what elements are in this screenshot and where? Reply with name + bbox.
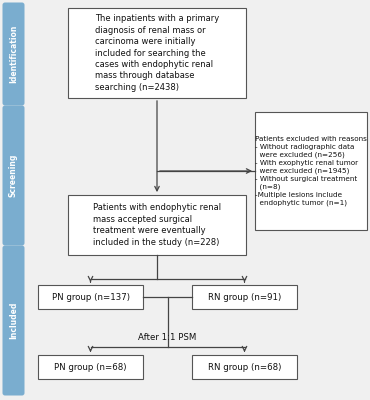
Text: After 1:1 PSM: After 1:1 PSM xyxy=(138,332,197,342)
FancyBboxPatch shape xyxy=(3,246,24,396)
Text: RN group (n=91): RN group (n=91) xyxy=(208,292,281,302)
FancyBboxPatch shape xyxy=(3,2,24,106)
FancyBboxPatch shape xyxy=(192,355,297,379)
Text: Screening: Screening xyxy=(9,154,18,197)
Text: Patients excluded with reasons
- Without radiographic data
  were excluded (n=25: Patients excluded with reasons - Without… xyxy=(255,136,367,206)
FancyBboxPatch shape xyxy=(68,195,246,255)
FancyBboxPatch shape xyxy=(38,355,143,379)
Text: PN group (n=137): PN group (n=137) xyxy=(51,292,130,302)
Text: RN group (n=68): RN group (n=68) xyxy=(208,362,281,372)
FancyBboxPatch shape xyxy=(38,285,143,309)
FancyBboxPatch shape xyxy=(192,285,297,309)
FancyBboxPatch shape xyxy=(255,112,367,230)
Text: Patients with endophytic renal
mass accepted surgical
treatment were eventually
: Patients with endophytic renal mass acce… xyxy=(93,203,221,247)
Text: PN group (n=68): PN group (n=68) xyxy=(54,362,127,372)
FancyBboxPatch shape xyxy=(68,8,246,98)
FancyBboxPatch shape xyxy=(3,106,24,246)
Text: Included: Included xyxy=(9,302,18,339)
Text: Identification: Identification xyxy=(9,25,18,83)
Text: The inpatients with a primary
diagnosis of renal mass or
carcinoma were initiall: The inpatients with a primary diagnosis … xyxy=(95,14,219,92)
